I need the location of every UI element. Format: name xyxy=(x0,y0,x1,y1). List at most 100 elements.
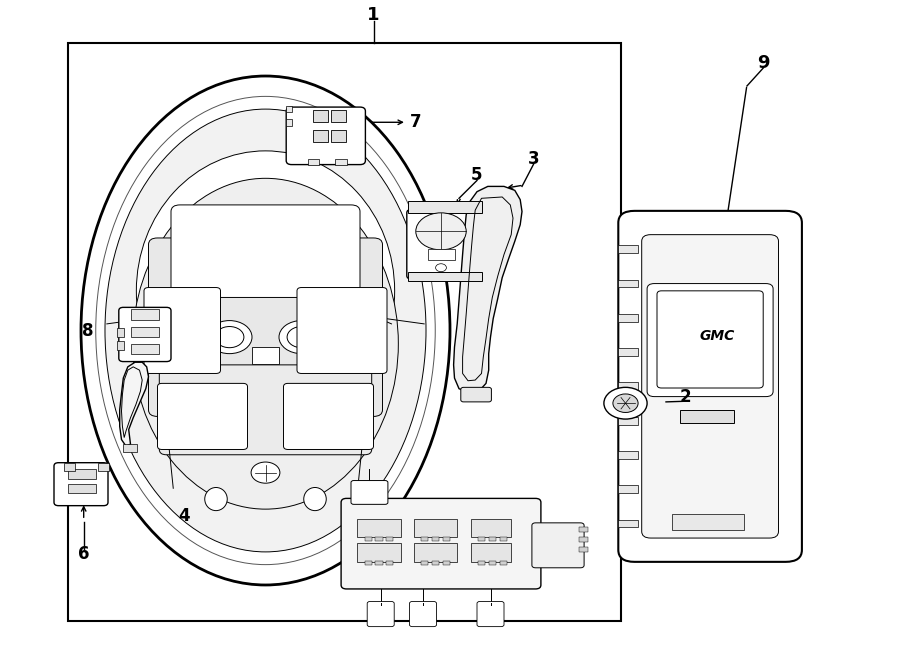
Text: 6: 6 xyxy=(78,545,89,563)
FancyBboxPatch shape xyxy=(367,602,394,627)
Bar xyxy=(308,159,320,165)
FancyBboxPatch shape xyxy=(148,238,382,416)
Circle shape xyxy=(436,264,446,272)
FancyBboxPatch shape xyxy=(477,602,504,627)
Bar xyxy=(408,272,482,281)
Bar xyxy=(618,451,638,459)
Bar xyxy=(117,328,124,337)
Bar xyxy=(618,280,638,288)
FancyBboxPatch shape xyxy=(642,235,778,538)
FancyBboxPatch shape xyxy=(119,307,171,362)
Circle shape xyxy=(249,266,282,290)
Text: 8: 8 xyxy=(83,321,94,340)
Bar xyxy=(432,561,439,565)
Circle shape xyxy=(240,259,291,296)
FancyBboxPatch shape xyxy=(461,387,491,402)
Circle shape xyxy=(287,327,316,348)
FancyBboxPatch shape xyxy=(284,383,374,449)
Bar xyxy=(357,543,400,562)
FancyBboxPatch shape xyxy=(618,211,802,562)
Circle shape xyxy=(604,387,647,419)
FancyBboxPatch shape xyxy=(158,383,248,449)
Bar xyxy=(489,561,496,565)
Bar xyxy=(117,341,124,350)
Bar xyxy=(471,519,511,537)
Bar xyxy=(579,547,588,552)
Ellipse shape xyxy=(81,76,450,585)
FancyBboxPatch shape xyxy=(144,288,220,373)
Bar xyxy=(130,309,159,320)
FancyBboxPatch shape xyxy=(647,284,773,397)
Bar xyxy=(331,110,346,122)
Bar xyxy=(286,106,292,112)
Bar xyxy=(443,537,450,541)
Circle shape xyxy=(416,213,466,250)
Circle shape xyxy=(303,233,354,270)
Bar xyxy=(313,130,328,142)
Bar xyxy=(489,537,496,541)
Ellipse shape xyxy=(132,178,399,509)
FancyBboxPatch shape xyxy=(286,107,365,165)
FancyBboxPatch shape xyxy=(159,365,372,455)
Bar xyxy=(421,537,428,541)
Bar xyxy=(500,561,507,565)
FancyBboxPatch shape xyxy=(297,288,387,373)
Bar xyxy=(386,537,393,541)
Text: 3: 3 xyxy=(528,149,539,168)
Bar xyxy=(432,537,439,541)
Bar xyxy=(579,537,588,542)
Polygon shape xyxy=(120,362,148,446)
Bar xyxy=(386,561,393,565)
Text: 9: 9 xyxy=(757,54,770,72)
Text: GMC: GMC xyxy=(699,329,735,344)
FancyBboxPatch shape xyxy=(341,498,541,589)
Bar xyxy=(579,527,588,532)
Bar xyxy=(618,245,638,253)
Text: 7: 7 xyxy=(410,113,421,132)
Circle shape xyxy=(613,394,638,412)
Circle shape xyxy=(207,321,252,354)
Bar xyxy=(443,561,450,565)
Text: 2: 2 xyxy=(680,387,691,406)
Bar xyxy=(364,537,372,541)
Bar xyxy=(331,130,346,142)
Text: 5: 5 xyxy=(472,166,482,184)
Bar xyxy=(618,485,638,493)
FancyBboxPatch shape xyxy=(410,602,436,627)
Bar xyxy=(408,201,482,213)
Bar xyxy=(335,159,346,165)
Bar xyxy=(98,463,109,471)
Bar xyxy=(64,463,75,471)
Circle shape xyxy=(215,327,244,348)
Bar xyxy=(618,416,638,424)
FancyBboxPatch shape xyxy=(407,210,483,279)
Bar xyxy=(123,444,137,452)
Text: 4: 4 xyxy=(179,506,190,525)
Bar xyxy=(68,469,96,479)
FancyBboxPatch shape xyxy=(532,523,584,568)
FancyBboxPatch shape xyxy=(171,205,360,297)
Bar xyxy=(364,561,372,565)
Ellipse shape xyxy=(105,109,426,552)
Bar xyxy=(130,327,159,337)
Bar xyxy=(680,410,734,423)
Ellipse shape xyxy=(137,151,394,431)
Circle shape xyxy=(187,230,245,272)
Circle shape xyxy=(251,462,280,483)
Ellipse shape xyxy=(304,488,326,510)
Bar xyxy=(357,519,400,537)
Text: 1: 1 xyxy=(367,6,380,24)
Bar xyxy=(471,543,511,562)
Bar xyxy=(310,299,374,317)
Bar xyxy=(68,43,621,621)
Bar xyxy=(252,347,279,364)
Bar xyxy=(618,520,638,527)
Ellipse shape xyxy=(205,488,227,510)
Bar xyxy=(68,484,96,493)
Bar xyxy=(500,537,507,541)
Bar xyxy=(375,537,382,541)
Bar xyxy=(313,110,328,122)
Bar xyxy=(421,561,428,565)
Bar xyxy=(478,561,485,565)
Bar xyxy=(672,514,744,530)
